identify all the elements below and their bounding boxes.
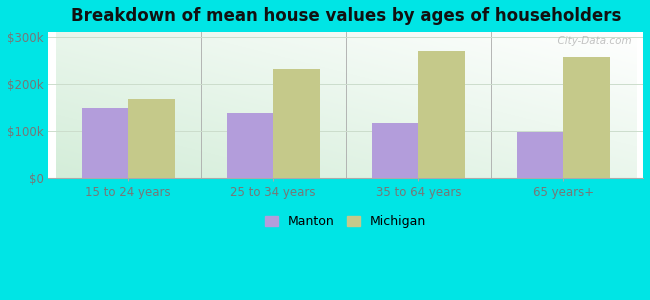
Legend: Manton, Michigan: Manton, Michigan	[261, 211, 431, 233]
Bar	[227, 113, 273, 178]
Bar	[372, 123, 418, 178]
Bar	[564, 57, 610, 178]
Bar	[128, 99, 175, 178]
Title: Breakdown of mean house values by ages of householders: Breakdown of mean house values by ages o…	[71, 7, 621, 25]
Bar	[82, 109, 128, 178]
Bar	[418, 51, 465, 178]
Bar	[273, 69, 320, 178]
Text: City-Data.com: City-Data.com	[551, 36, 631, 46]
Bar	[517, 132, 564, 178]
